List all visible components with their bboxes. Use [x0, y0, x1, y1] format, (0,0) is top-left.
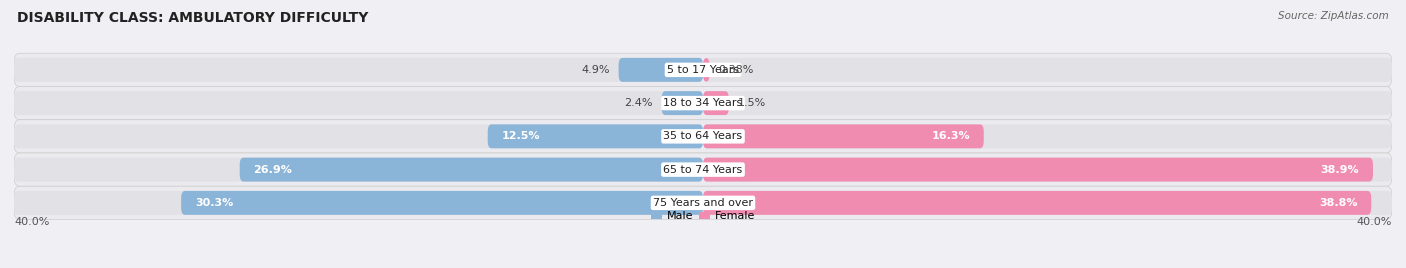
- FancyBboxPatch shape: [488, 124, 703, 148]
- Text: 38.9%: 38.9%: [1320, 165, 1360, 175]
- FancyBboxPatch shape: [14, 186, 1392, 219]
- FancyBboxPatch shape: [703, 58, 710, 82]
- Text: 40.0%: 40.0%: [14, 217, 49, 227]
- FancyBboxPatch shape: [704, 191, 1392, 215]
- Text: 2.4%: 2.4%: [624, 98, 652, 108]
- FancyBboxPatch shape: [703, 91, 728, 115]
- FancyBboxPatch shape: [14, 58, 702, 82]
- Text: 30.3%: 30.3%: [195, 198, 233, 208]
- Text: 35 to 64 Years: 35 to 64 Years: [664, 131, 742, 141]
- FancyBboxPatch shape: [14, 158, 702, 182]
- FancyBboxPatch shape: [14, 87, 1392, 120]
- FancyBboxPatch shape: [703, 124, 984, 148]
- FancyBboxPatch shape: [181, 191, 703, 215]
- Text: 0.38%: 0.38%: [718, 65, 754, 75]
- Text: 75 Years and over: 75 Years and over: [652, 198, 754, 208]
- FancyBboxPatch shape: [704, 58, 1392, 82]
- FancyBboxPatch shape: [14, 191, 702, 215]
- Text: 26.9%: 26.9%: [253, 165, 292, 175]
- Text: 18 to 34 Years: 18 to 34 Years: [664, 98, 742, 108]
- FancyBboxPatch shape: [704, 158, 1392, 182]
- FancyBboxPatch shape: [704, 124, 1392, 148]
- FancyBboxPatch shape: [14, 53, 1392, 87]
- Text: DISABILITY CLASS: AMBULATORY DIFFICULTY: DISABILITY CLASS: AMBULATORY DIFFICULTY: [17, 11, 368, 25]
- Text: 1.5%: 1.5%: [738, 98, 766, 108]
- FancyBboxPatch shape: [703, 191, 1371, 215]
- FancyBboxPatch shape: [703, 158, 1374, 182]
- FancyBboxPatch shape: [239, 158, 703, 182]
- Text: 38.8%: 38.8%: [1319, 198, 1358, 208]
- Text: 16.3%: 16.3%: [931, 131, 970, 141]
- FancyBboxPatch shape: [704, 91, 1392, 115]
- FancyBboxPatch shape: [14, 124, 702, 148]
- Legend: Male, Female: Male, Female: [647, 207, 759, 226]
- Text: Source: ZipAtlas.com: Source: ZipAtlas.com: [1278, 11, 1389, 21]
- Text: 65 to 74 Years: 65 to 74 Years: [664, 165, 742, 175]
- FancyBboxPatch shape: [14, 153, 1392, 186]
- FancyBboxPatch shape: [662, 91, 703, 115]
- Text: 40.0%: 40.0%: [1357, 217, 1392, 227]
- Text: 12.5%: 12.5%: [502, 131, 540, 141]
- FancyBboxPatch shape: [14, 120, 1392, 153]
- Text: 4.9%: 4.9%: [582, 65, 610, 75]
- Text: 5 to 17 Years: 5 to 17 Years: [666, 65, 740, 75]
- FancyBboxPatch shape: [14, 91, 702, 115]
- FancyBboxPatch shape: [619, 58, 703, 82]
